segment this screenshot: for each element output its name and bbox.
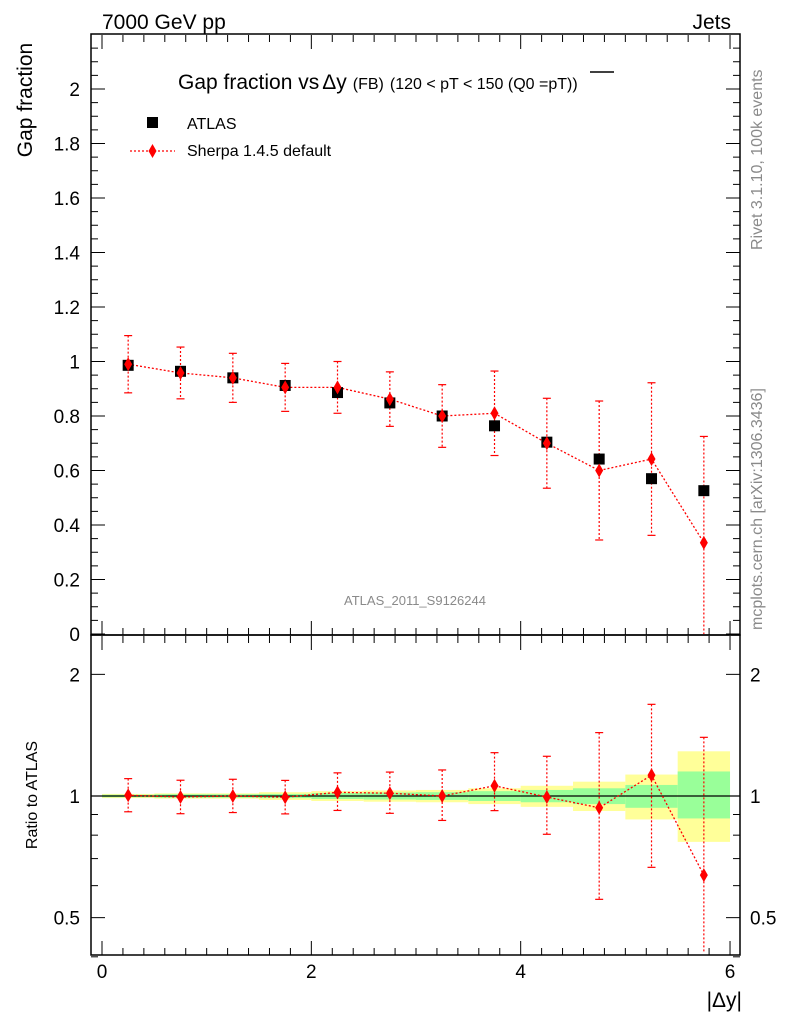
sherpa-point [699, 535, 708, 550]
upper-ylabel: Gap fraction [14, 43, 37, 157]
legend-sherpa-marker [148, 144, 157, 158]
sherpa-point [595, 463, 604, 478]
x-tick-label: 4 [515, 962, 526, 983]
atlas-point [489, 420, 501, 432]
lower-y-tick-label: 1 [69, 787, 80, 808]
title-close: )) [567, 76, 578, 93]
ratio-point [176, 790, 185, 805]
ratio-point [699, 868, 708, 883]
lower-y-tick-label: 2 [69, 665, 80, 686]
atlas-point [593, 453, 605, 465]
ratio-point [333, 785, 342, 800]
title-main: Gap fraction vs [178, 71, 319, 94]
analysis-label: ATLAS_2011_S9126244 [344, 593, 486, 608]
lower-y-tick-label-right: 1 [750, 787, 761, 808]
sherpa-point [542, 436, 551, 451]
legend-atlas-marker [147, 117, 158, 128]
sherpa-line [128, 363, 705, 544]
sherpa-point [176, 365, 185, 380]
sherpa-point [385, 392, 394, 407]
title-tail: (FB) [353, 76, 384, 93]
legend-sherpa-label: Sherpa 1.4.5 default [187, 143, 332, 160]
upper-y-tick-label: 0 [69, 625, 80, 646]
lower-y-tick-label-right: 2 [750, 665, 761, 686]
header-left: 7000 GeV pp [102, 11, 226, 34]
ratio-point [385, 786, 394, 801]
upper-panel: Gap fraction Gap fraction vs Δy (FB) (120 <… [14, 33, 741, 646]
ratio-point [595, 800, 604, 815]
sherpa-point [438, 409, 447, 423]
mcplots-label: mcplots.cern.ch [arXiv:1306.3436] [749, 388, 766, 630]
legend-atlas-label: ATLAS [187, 116, 237, 133]
upper-y-tick-label: 0.2 [54, 571, 80, 592]
ratio-point [228, 789, 237, 803]
ratio-point [490, 778, 499, 793]
title-pt: pT [548, 76, 567, 93]
lower-y-tick-label-right: 0.5 [750, 909, 776, 930]
title-cut: (120 < pT < 150 (Q0 = [390, 76, 548, 93]
sherpa-point [490, 406, 499, 421]
upper-y-tick-label: 1 [69, 353, 80, 374]
upper-y-tick-label: 0.8 [54, 407, 80, 428]
atlas-point [698, 485, 710, 497]
upper-y-tick-label: 1.4 [54, 244, 81, 265]
sherpa-point [647, 452, 656, 467]
sherpa-point [124, 357, 133, 372]
sherpa-point [228, 370, 237, 385]
lower-frame [90, 634, 741, 956]
upper-y-tick-label: 1.2 [54, 298, 80, 319]
atlas-point [646, 473, 658, 485]
lower-ylabel: Ratio to ATLAS [24, 741, 41, 849]
sherpa-point [333, 380, 342, 395]
upper-y-tick-label: 0.4 [54, 516, 81, 537]
upper-y-tick-label: 1.6 [54, 189, 80, 210]
upper-y-tick-label: 0.6 [54, 462, 80, 483]
ratio-point [542, 790, 551, 805]
ratio-line [128, 774, 705, 876]
upper-y-tick-label: 2 [69, 80, 80, 101]
x-tick-label: 2 [306, 962, 317, 983]
ratio-point [438, 789, 447, 803]
header-right: Jets [692, 11, 731, 34]
x-axis-label: |Δy| [707, 989, 742, 1012]
ratio-point [124, 788, 133, 803]
lower-panel: Ratio to ATLAS 0.5 0.5 1 1 2 2 0 2 4 6 |Δy| [24, 634, 776, 1012]
x-tick-label: 6 [725, 962, 736, 983]
upper-y-tick-label: 1.8 [54, 135, 80, 156]
x-tick-label: 0 [97, 962, 108, 983]
rivet-label: Rivet 3.1.10, 100k events [749, 69, 766, 250]
sherpa-point [281, 380, 290, 395]
lower-y-tick-label: 0.5 [54, 909, 80, 930]
ratio-point [281, 790, 290, 805]
title-delta: Δy [322, 71, 347, 94]
ratio-point [647, 768, 656, 783]
